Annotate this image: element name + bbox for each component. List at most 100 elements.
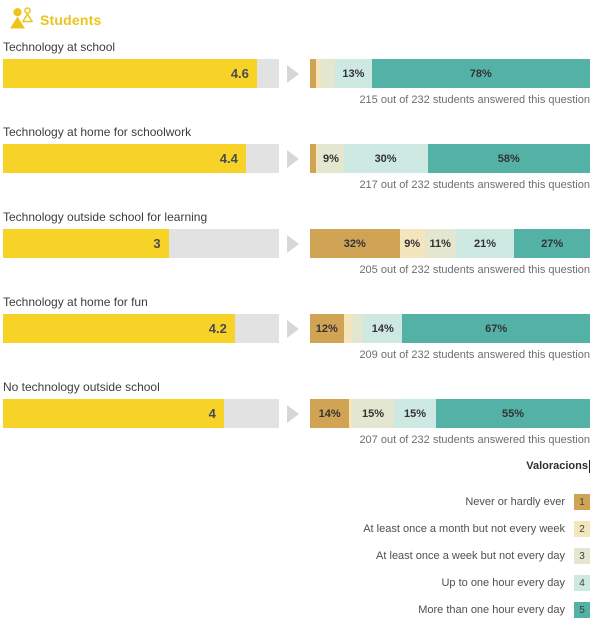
segment-percent-label: 67%: [485, 322, 508, 335]
distribution-segment: [315, 59, 322, 88]
score-bar: 4: [3, 399, 224, 428]
legend-item-label: At least once a week but not every day: [376, 550, 565, 562]
score-bar: 4.2: [3, 314, 235, 343]
distribution-segment: [351, 314, 364, 343]
legend-item-label: At least once a month but not every week: [363, 523, 565, 535]
distribution-segment: 30%: [343, 144, 428, 173]
distribution-segment: [310, 59, 316, 88]
distribution-segment: 21%: [455, 229, 515, 258]
distribution-segment: 15%: [351, 399, 394, 428]
distribution-bar: 13% 78%: [310, 59, 590, 88]
survey-question-row: Technology at home for fun 4.2 12% 14% 67% 20…: [3, 295, 597, 380]
legend-swatch: 1: [574, 494, 590, 510]
arrow-right-icon: [287, 234, 299, 253]
arrow-right-icon: [287, 149, 299, 168]
segment-percent-label: 11%: [429, 237, 451, 250]
distribution-segment: 58%: [427, 144, 590, 173]
distribution-segment: 12%: [310, 314, 344, 343]
legend-items: Never or hardly ever 1 At least once a mon…: [170, 494, 590, 618]
segment-percent-label: 15%: [403, 407, 426, 420]
segment-percent-label: 21%: [473, 237, 496, 250]
score-track: 4.6: [3, 59, 279, 88]
distribution-segment: 27%: [514, 229, 590, 258]
legend-swatch: 5: [574, 602, 590, 618]
score-value: 4.2: [208, 321, 227, 336]
distribution-segment: 78%: [371, 59, 590, 88]
survey-question-row: Technology at home for schoolwork 4.4 9% 30…: [3, 125, 597, 210]
legend-swatch: 4: [574, 575, 590, 591]
score-track: 3: [3, 229, 279, 258]
distribution-segment: 14%: [310, 399, 350, 428]
score-track: 4: [3, 399, 279, 428]
segment-percent-label: 9%: [323, 152, 339, 165]
distribution-segment: 9%: [318, 144, 344, 173]
text-cursor: [589, 459, 590, 473]
distribution-segment: 15%: [393, 399, 436, 428]
survey-rows: Technology at school 4.6 13% 78% 215 out of …: [3, 40, 597, 465]
legend-item-label: Never or hardly ever: [465, 496, 565, 508]
answered-caption: 209 out of 232 students answered this qu…: [359, 349, 590, 361]
score-value: 4: [208, 406, 216, 421]
students-icon: [9, 6, 35, 29]
page-title: Students: [40, 12, 102, 28]
distribution-bar: 14% 15% 15% 55%: [310, 399, 590, 428]
survey-question-row: No technology outside school 4 14% 15% 15% 55…: [3, 380, 597, 465]
legend-swatch: 3: [574, 548, 590, 564]
legend-item-label: More than one hour every day: [418, 604, 565, 616]
segment-percent-label: 58%: [497, 152, 520, 165]
arrow-right-icon: [287, 64, 299, 83]
distribution-segment: 67%: [402, 314, 590, 343]
question-label: Technology at home for schoolwork: [3, 125, 192, 139]
distribution-segment: 13%: [335, 59, 372, 88]
arrow-right-icon: [287, 404, 299, 423]
legend-item-label: Up to one hour every day: [441, 577, 565, 589]
question-label: Technology at school: [3, 40, 116, 54]
question-label: Technology outside school for learning: [3, 210, 208, 224]
segment-percent-label: 9%: [404, 237, 421, 250]
legend-item: At least once a week but not every day 3: [170, 548, 590, 564]
distribution-segment: [310, 144, 316, 173]
distribution-segment: 14%: [363, 314, 403, 343]
score-value: 4.6: [230, 66, 249, 81]
question-label: Technology at home for fun: [3, 295, 148, 309]
segment-percent-label: 32%: [343, 237, 366, 250]
distribution-segment: [315, 144, 319, 173]
distribution-segment: 11%: [424, 229, 456, 258]
survey-question-row: Technology at school 4.6 13% 78% 215 out of …: [3, 40, 597, 125]
distribution-bar: 9% 30% 58%: [310, 144, 590, 173]
segment-percent-label: 30%: [374, 152, 397, 165]
distribution-segment: [343, 314, 352, 343]
legend-item: Up to one hour every day 4: [170, 575, 590, 591]
segment-percent-label: 13%: [342, 67, 365, 80]
distribution-segment: 9%: [399, 229, 425, 258]
segment-percent-label: 14%: [371, 322, 394, 335]
segment-percent-label: 14%: [318, 407, 341, 420]
score-bar: 3: [3, 229, 169, 258]
distribution-segment: [349, 399, 352, 428]
segment-percent-label: 78%: [469, 67, 492, 80]
question-label: No technology outside school: [3, 380, 160, 394]
distribution-segment: 32%: [310, 229, 400, 258]
legend-item: At least once a month but not every week…: [170, 521, 590, 537]
distribution-bar: 12% 14% 67%: [310, 314, 590, 343]
distribution-segment: [321, 59, 336, 88]
survey-question-row: Technology outside school for learning 3 3…: [3, 210, 597, 295]
legend-item: Never or hardly ever 1: [170, 494, 590, 510]
answered-caption: 217 out of 232 students answered this qu…: [359, 179, 590, 191]
legend-swatch: 2: [574, 521, 590, 537]
segment-percent-label: 15%: [361, 407, 384, 420]
distribution-segment: 55%: [435, 399, 590, 428]
score-track: 4.4: [3, 144, 279, 173]
score-value: 3: [153, 236, 161, 251]
segment-percent-label: 12%: [315, 322, 338, 335]
answered-caption: 207 out of 232 students answered this qu…: [359, 434, 590, 446]
score-bar: 4.4: [3, 144, 246, 173]
segment-percent-label: 55%: [501, 407, 524, 420]
legend-title: Valoracions: [526, 460, 588, 472]
arrow-right-icon: [287, 319, 299, 338]
section-header: Students: [9, 6, 102, 29]
score-track: 4.2: [3, 314, 279, 343]
score-value: 4.4: [219, 151, 238, 166]
score-bar: 4.6: [3, 59, 257, 88]
legend: Valoracions Never or hardly ever 1 At leas…: [170, 456, 590, 629]
